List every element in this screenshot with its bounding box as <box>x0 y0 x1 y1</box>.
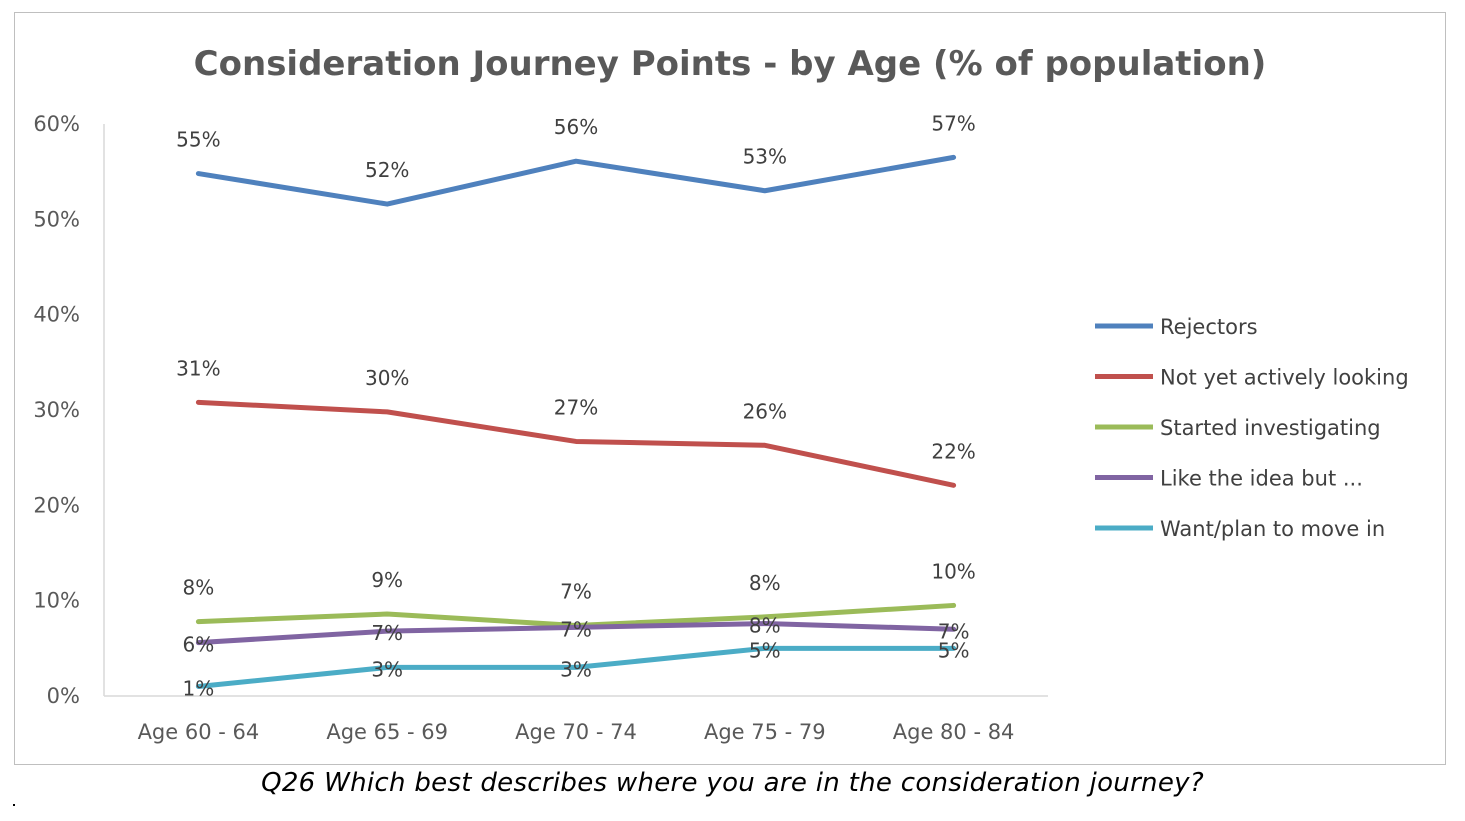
chart-axes: 0% 10% 20% 30% 40% 50% 60% Age 60 - 64 Age 65 - … <box>33 112 1048 744</box>
data-label: 53% <box>743 145 787 169</box>
legend-label: Not yet actively looking <box>1160 366 1409 390</box>
x-tick-label: Age 70 - 74 <box>515 720 637 744</box>
data-label: 7% <box>371 621 403 645</box>
legend-label: Started investigating <box>1160 416 1381 440</box>
series-line-3[interactable] <box>195 621 957 646</box>
y-tick-label: 60% <box>33 112 80 136</box>
legend-item[interactable]: Want/plan to move in <box>1095 517 1385 541</box>
data-label: 22% <box>931 439 975 463</box>
data-label: 9% <box>371 568 403 592</box>
data-label: 3% <box>560 657 592 681</box>
x-tick-label: Age 60 - 64 <box>138 720 260 744</box>
data-label: 8% <box>749 571 781 595</box>
y-tick-label: 40% <box>33 303 80 327</box>
legend-label: Rejectors <box>1160 315 1258 339</box>
data-label: 10% <box>931 559 975 583</box>
data-labels: 55% 52% 56% 53% 57% 31% 30% 27% 26% 22% 8% 9% 7% 8% 10… <box>176 111 976 700</box>
data-label: 7% <box>560 617 592 641</box>
data-label: 55% <box>176 128 220 152</box>
legend-item[interactable]: Rejectors <box>1095 315 1258 339</box>
data-label: 56% <box>554 115 598 139</box>
legend-label: Like the idea but ... <box>1160 467 1363 491</box>
x-tick-label: Age 65 - 69 <box>326 720 448 744</box>
data-label: 1% <box>183 676 215 700</box>
data-label: 26% <box>743 399 787 423</box>
data-label: 52% <box>365 158 409 182</box>
data-label: 5% <box>938 638 970 662</box>
data-label: 3% <box>371 657 403 681</box>
legend-item[interactable]: Not yet actively looking <box>1095 366 1409 390</box>
stray-mark <box>13 804 15 806</box>
x-tick-label: Age 75 - 79 <box>704 720 826 744</box>
data-label: 27% <box>554 395 598 419</box>
chart-caption: Q26 Which best describes where you are i… <box>261 768 1204 798</box>
y-tick-label: 50% <box>33 207 80 231</box>
legend-label: Want/plan to move in <box>1160 517 1385 541</box>
chart-title: Consideration Journey Points - by Age (%… <box>194 44 1267 84</box>
series-lines <box>195 154 957 689</box>
y-tick-label: 30% <box>33 398 80 422</box>
data-label: 8% <box>183 576 215 600</box>
data-label: 6% <box>183 633 215 657</box>
data-label: 31% <box>176 356 220 380</box>
x-tick-label: Age 80 - 84 <box>893 720 1015 744</box>
series-line-1[interactable] <box>195 399 957 488</box>
data-label: 30% <box>365 366 409 390</box>
data-label: 7% <box>938 619 970 643</box>
data-label: 7% <box>560 579 592 603</box>
series-line-4[interactable] <box>195 645 957 689</box>
series-line-0[interactable] <box>195 154 957 207</box>
legend-item[interactable]: Like the idea but ... <box>1095 467 1363 491</box>
legend-item[interactable]: Started investigating <box>1095 416 1381 440</box>
data-label: 57% <box>931 111 975 135</box>
data-label: 8% <box>749 614 781 638</box>
legend[interactable]: Rejectors Not yet actively looking Started… <box>1095 315 1409 541</box>
y-tick-label: 0% <box>47 684 80 708</box>
y-tick-label: 20% <box>33 493 80 517</box>
data-label: 5% <box>749 638 781 662</box>
y-tick-label: 10% <box>33 589 80 613</box>
